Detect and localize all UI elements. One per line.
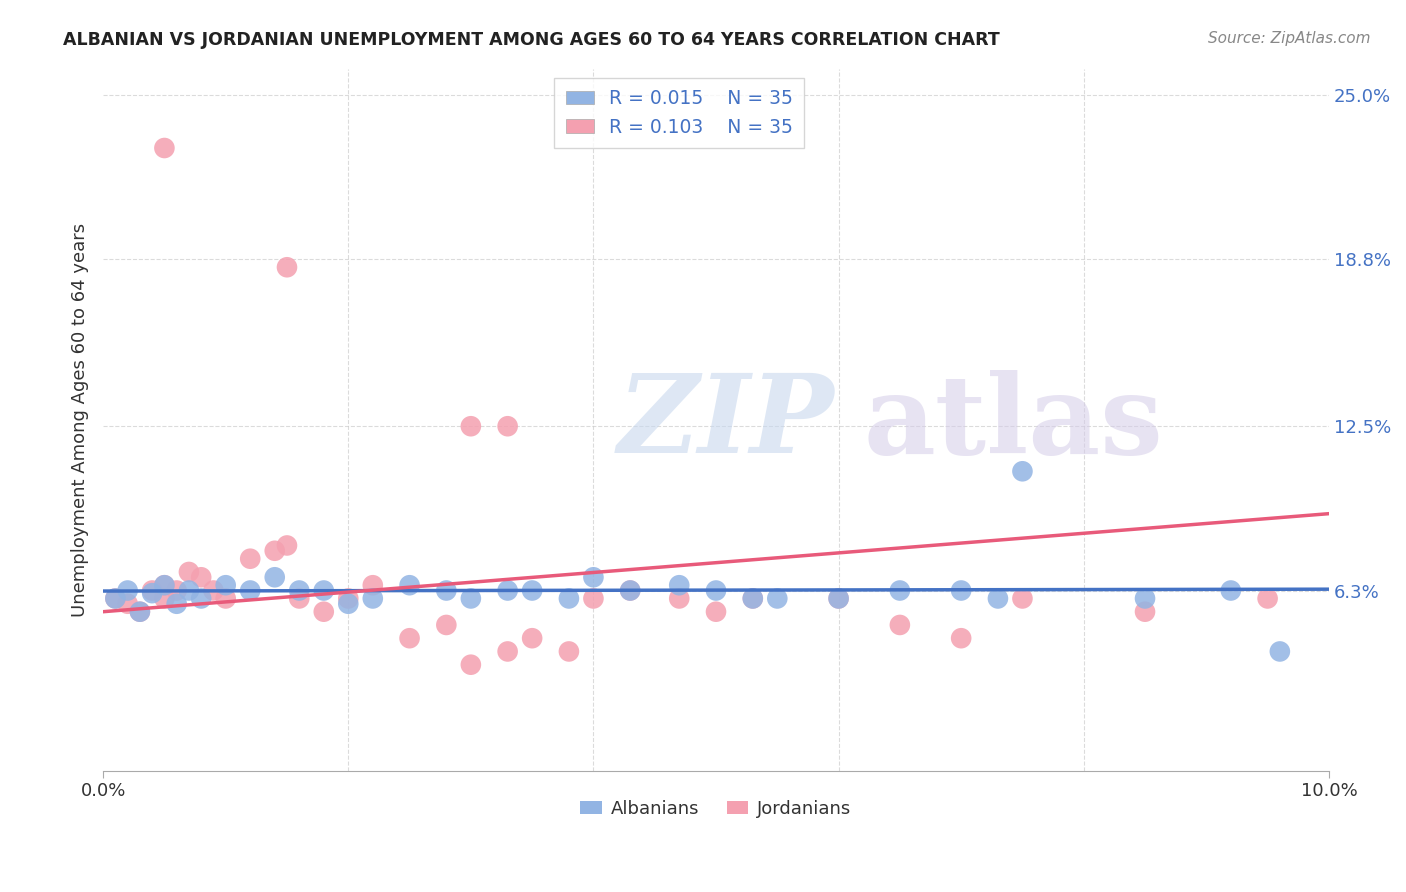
Text: ZIP: ZIP [619,369,835,477]
Point [619,583,641,598]
Point [520,631,543,645]
Point [1257,591,1279,606]
Point [460,591,482,606]
Point [215,591,238,606]
Point [619,583,641,598]
Point [153,141,176,155]
Point [263,570,285,584]
Text: atlas: atlas [863,369,1163,476]
Point [166,597,188,611]
Point [1268,644,1291,658]
Point [496,583,519,598]
Point [276,260,298,275]
Point [1133,605,1156,619]
Point [129,605,152,619]
Point [239,551,262,566]
Point [117,597,139,611]
Point [263,543,285,558]
Point [704,583,727,598]
Point [1011,591,1033,606]
Point [434,618,457,632]
Point [460,419,482,434]
Text: Source: ZipAtlas.com: Source: ZipAtlas.com [1208,31,1371,46]
Point [141,586,163,600]
Legend: Albanians, Jordanians: Albanians, Jordanians [574,792,859,825]
Point [398,631,420,645]
Point [827,591,849,606]
Point [496,419,519,434]
Point [889,583,911,598]
Text: ALBANIAN VS JORDANIAN UNEMPLOYMENT AMONG AGES 60 TO 64 YEARS CORRELATION CHART: ALBANIAN VS JORDANIAN UNEMPLOYMENT AMONG… [63,31,1000,49]
Point [766,591,789,606]
Point [288,583,311,598]
Point [460,657,482,672]
Point [987,591,1010,606]
Point [668,578,690,592]
Point [582,570,605,584]
Point [950,583,973,598]
Point [558,644,581,658]
Point [312,605,335,619]
Point [668,591,690,606]
Point [153,578,176,592]
Point [177,583,200,598]
Y-axis label: Unemployment Among Ages 60 to 64 years: Unemployment Among Ages 60 to 64 years [72,222,89,616]
Point [398,578,420,592]
Point [153,578,176,592]
Point [704,605,727,619]
Point [117,583,139,598]
Point [496,644,519,658]
Point [1219,583,1241,598]
Point [582,591,605,606]
Point [434,583,457,598]
Point [215,578,238,592]
Point [104,591,127,606]
Point [741,591,763,606]
Point [202,583,225,598]
Point [239,583,262,598]
Point [276,539,298,553]
Point [177,565,200,579]
Point [337,591,360,606]
Point [1011,464,1033,478]
Point [950,631,973,645]
Point [520,583,543,598]
Point [827,591,849,606]
Point [141,583,163,598]
Point [104,591,127,606]
Point [166,583,188,598]
Point [741,591,763,606]
Point [361,591,384,606]
Point [153,591,176,606]
Point [1133,591,1156,606]
Point [337,597,360,611]
Point [361,578,384,592]
Point [288,591,311,606]
Point [190,570,212,584]
Point [889,618,911,632]
Point [190,591,212,606]
Point [129,605,152,619]
Point [312,583,335,598]
Point [558,591,581,606]
